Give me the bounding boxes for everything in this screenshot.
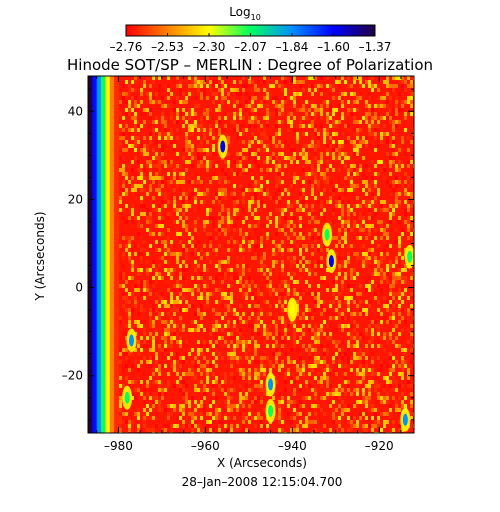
x-tick-label: –980 bbox=[104, 439, 133, 453]
feature-point bbox=[268, 404, 274, 417]
limb-column bbox=[96, 76, 102, 433]
y-tick-label: –20 bbox=[62, 369, 83, 383]
feature-point bbox=[324, 228, 330, 241]
colorbar-ticks: –2.76 –2.53 –2.30 –2.07 –1.84 –1.60 –1.37 bbox=[110, 33, 392, 54]
feature-point bbox=[124, 391, 130, 404]
limb-column bbox=[92, 76, 98, 433]
y-axis: 40 20 0 –20 bbox=[62, 88, 414, 421]
colorbar-tick-label: –2.53 bbox=[151, 40, 184, 54]
y-tick-label: 40 bbox=[68, 104, 83, 118]
limb-column bbox=[105, 76, 111, 433]
y-axis-label: Y (Arcseconds) bbox=[33, 211, 47, 301]
feature-point bbox=[402, 413, 408, 426]
limb-column bbox=[88, 76, 93, 433]
feature-point bbox=[328, 255, 334, 268]
x-axis: –980 –960 –940 –920 bbox=[96, 76, 402, 453]
colorbar-label: Log10 bbox=[229, 5, 261, 22]
y-tick-label: 20 bbox=[68, 192, 83, 206]
chart-title: Hinode SOT/SP – MERLIN : Degree of Polar… bbox=[67, 56, 433, 74]
colorbar-tick-label: –1.84 bbox=[276, 40, 309, 54]
x-axis-label: X (Arcseconds) bbox=[217, 456, 307, 470]
colorbar-tick-label: –2.07 bbox=[234, 40, 267, 54]
feature-point bbox=[220, 140, 226, 153]
x-tick-label: –920 bbox=[365, 439, 394, 453]
plot-frame bbox=[87, 75, 415, 434]
colorbar-tick-label: –1.37 bbox=[359, 40, 392, 54]
feature-point bbox=[268, 378, 274, 391]
feature-point bbox=[128, 334, 134, 347]
feature-point bbox=[407, 250, 413, 263]
colorbar-tick-label: –2.76 bbox=[110, 40, 143, 54]
x-tick-label: –960 bbox=[191, 439, 220, 453]
limb-column bbox=[109, 76, 115, 433]
heatmap bbox=[88, 76, 414, 433]
x-tick-label: –940 bbox=[278, 439, 307, 453]
y-tick-label: 0 bbox=[75, 281, 83, 295]
colorbar-tick-label: –2.30 bbox=[193, 40, 226, 54]
feature-point bbox=[289, 303, 295, 316]
colorbar-tick-label: –1.60 bbox=[317, 40, 350, 54]
limb-column bbox=[101, 76, 106, 433]
observation-date: 28–Jan–2008 12:15:04.700 bbox=[182, 475, 343, 489]
limb-column bbox=[114, 76, 119, 433]
